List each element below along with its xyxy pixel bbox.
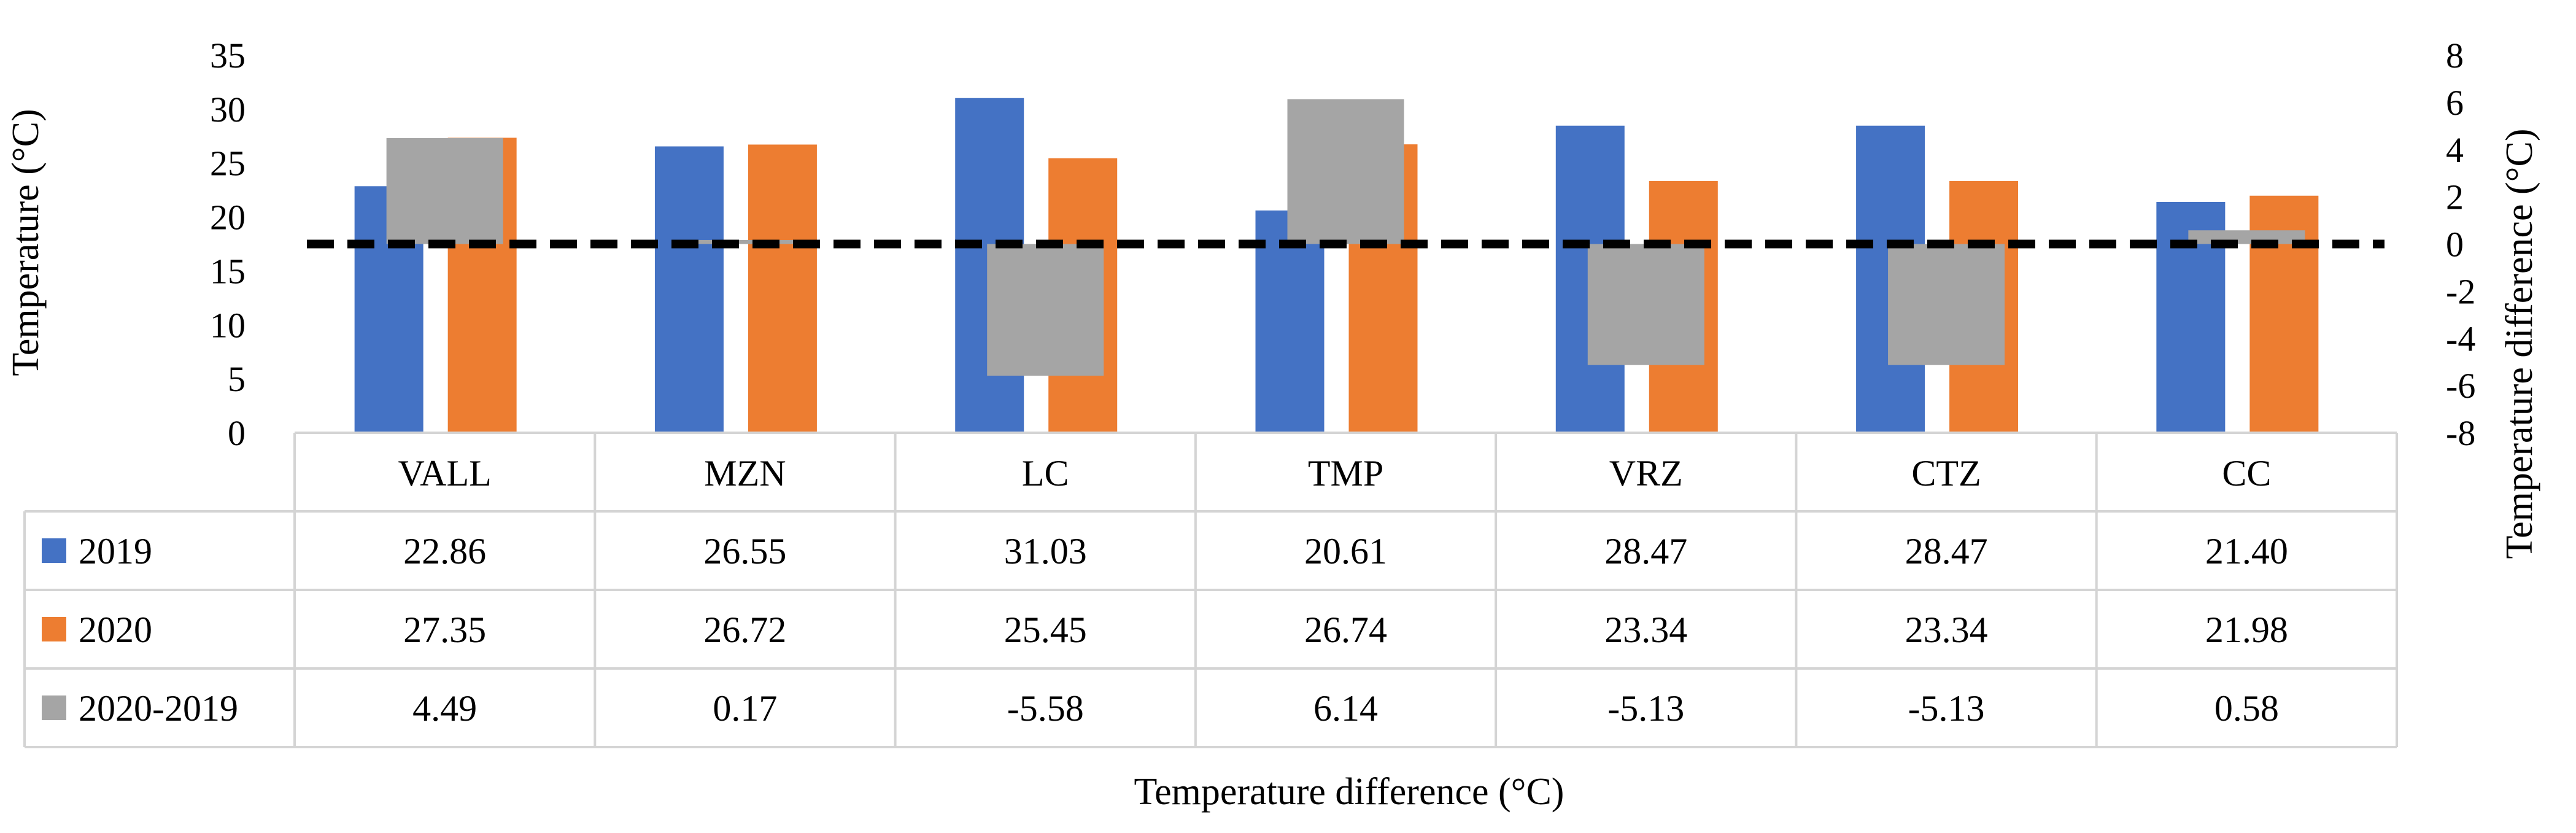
- category-label-tmp: TMP: [1308, 453, 1383, 494]
- bar-diff-lc: [987, 244, 1104, 376]
- right-tick-label: -6: [2446, 366, 2475, 406]
- table-value: 0.17: [713, 688, 777, 729]
- table-value: 22.86: [403, 531, 486, 571]
- table-value: 23.34: [1905, 610, 1988, 650]
- table-value: 26.55: [703, 531, 786, 571]
- right-tick-label: 4: [2446, 130, 2464, 170]
- table-value: -5.58: [1007, 688, 1084, 729]
- legend-key-2019: [42, 538, 66, 563]
- left-tick-label: 15: [210, 251, 246, 291]
- table-value: 20.61: [1304, 531, 1387, 571]
- left-tick-label: 20: [210, 198, 246, 238]
- table-value: 4.49: [412, 688, 477, 729]
- category-label-vall: VALL: [398, 453, 492, 494]
- left-tick-label: 5: [228, 359, 246, 399]
- data-table: VALL MZN LC TMP VRZ CTZ CC 2019 22.86 26.55 31.03 2…: [23, 432, 2398, 748]
- left-tick-label: 0: [228, 413, 246, 453]
- table-value: 0.58: [2214, 688, 2279, 729]
- bar-2019-mzn: [654, 146, 724, 433]
- bar-diff-ctz: [1888, 244, 2005, 365]
- category-label-mzn: MZN: [704, 453, 786, 494]
- right-tick-label: -2: [2446, 271, 2475, 311]
- table-value: 28.47: [1905, 531, 1988, 571]
- bar-layer: [354, 98, 2319, 433]
- left-tick-label: 25: [210, 144, 246, 184]
- legend-key-2020-2019: [42, 695, 66, 720]
- legend-label-2019: 2019: [79, 531, 152, 571]
- bar-diff-vall: [386, 138, 503, 244]
- legend-label-2020: 2020: [79, 610, 152, 650]
- right-tick-label: 6: [2446, 83, 2464, 123]
- category-label-lc: LC: [1022, 453, 1069, 494]
- left-axis-ticks: 0 5 10 15 20 25 30 35: [210, 36, 246, 453]
- category-label-cc: CC: [2222, 453, 2271, 494]
- legend-key-2020: [42, 617, 66, 641]
- table-value: 28.47: [1604, 531, 1687, 571]
- table-value: 21.98: [2205, 610, 2288, 650]
- bar-diff-cc: [2188, 230, 2305, 244]
- right-axis-ticks: -8 -6 -4 -2 0 2 4 6 8: [2446, 36, 2475, 453]
- table-value: 23.34: [1604, 610, 1687, 650]
- table-value: 25.45: [1004, 610, 1087, 650]
- right-tick-label: 8: [2446, 36, 2464, 76]
- table-value: 21.40: [2205, 531, 2288, 571]
- right-tick-label: 2: [2446, 177, 2464, 217]
- left-tick-label: 35: [210, 36, 246, 76]
- right-tick-label: 0: [2446, 225, 2464, 265]
- legend-label-2020-2019: 2020-2019: [79, 688, 238, 729]
- category-label-vrz: VRZ: [1609, 453, 1683, 494]
- right-tick-label: -8: [2446, 413, 2475, 453]
- x-axis-title: Temperature difference (°C): [1134, 771, 1565, 813]
- bar-diff-mzn: [686, 239, 803, 244]
- bar-2020-mzn: [748, 144, 817, 433]
- left-tick-label: 10: [210, 305, 246, 345]
- table-value: 27.35: [403, 610, 486, 650]
- right-tick-label: -4: [2446, 319, 2475, 358]
- table-value: -5.13: [1908, 688, 1985, 729]
- bar-diff-tmp: [1287, 99, 1404, 244]
- left-axis-title: Temperature (°C): [5, 109, 47, 376]
- table-value: 26.72: [703, 610, 786, 650]
- table-value: 6.14: [1313, 688, 1378, 729]
- bar-diff-vrz: [1587, 244, 1704, 365]
- category-label-ctz: CTZ: [1911, 453, 1981, 494]
- right-axis-title: Temperature difference (°C): [2499, 129, 2540, 559]
- table-value: 31.03: [1004, 531, 1087, 571]
- table-value: -5.13: [1607, 688, 1684, 729]
- left-tick-label: 30: [210, 90, 246, 130]
- table-value: 26.74: [1304, 610, 1387, 650]
